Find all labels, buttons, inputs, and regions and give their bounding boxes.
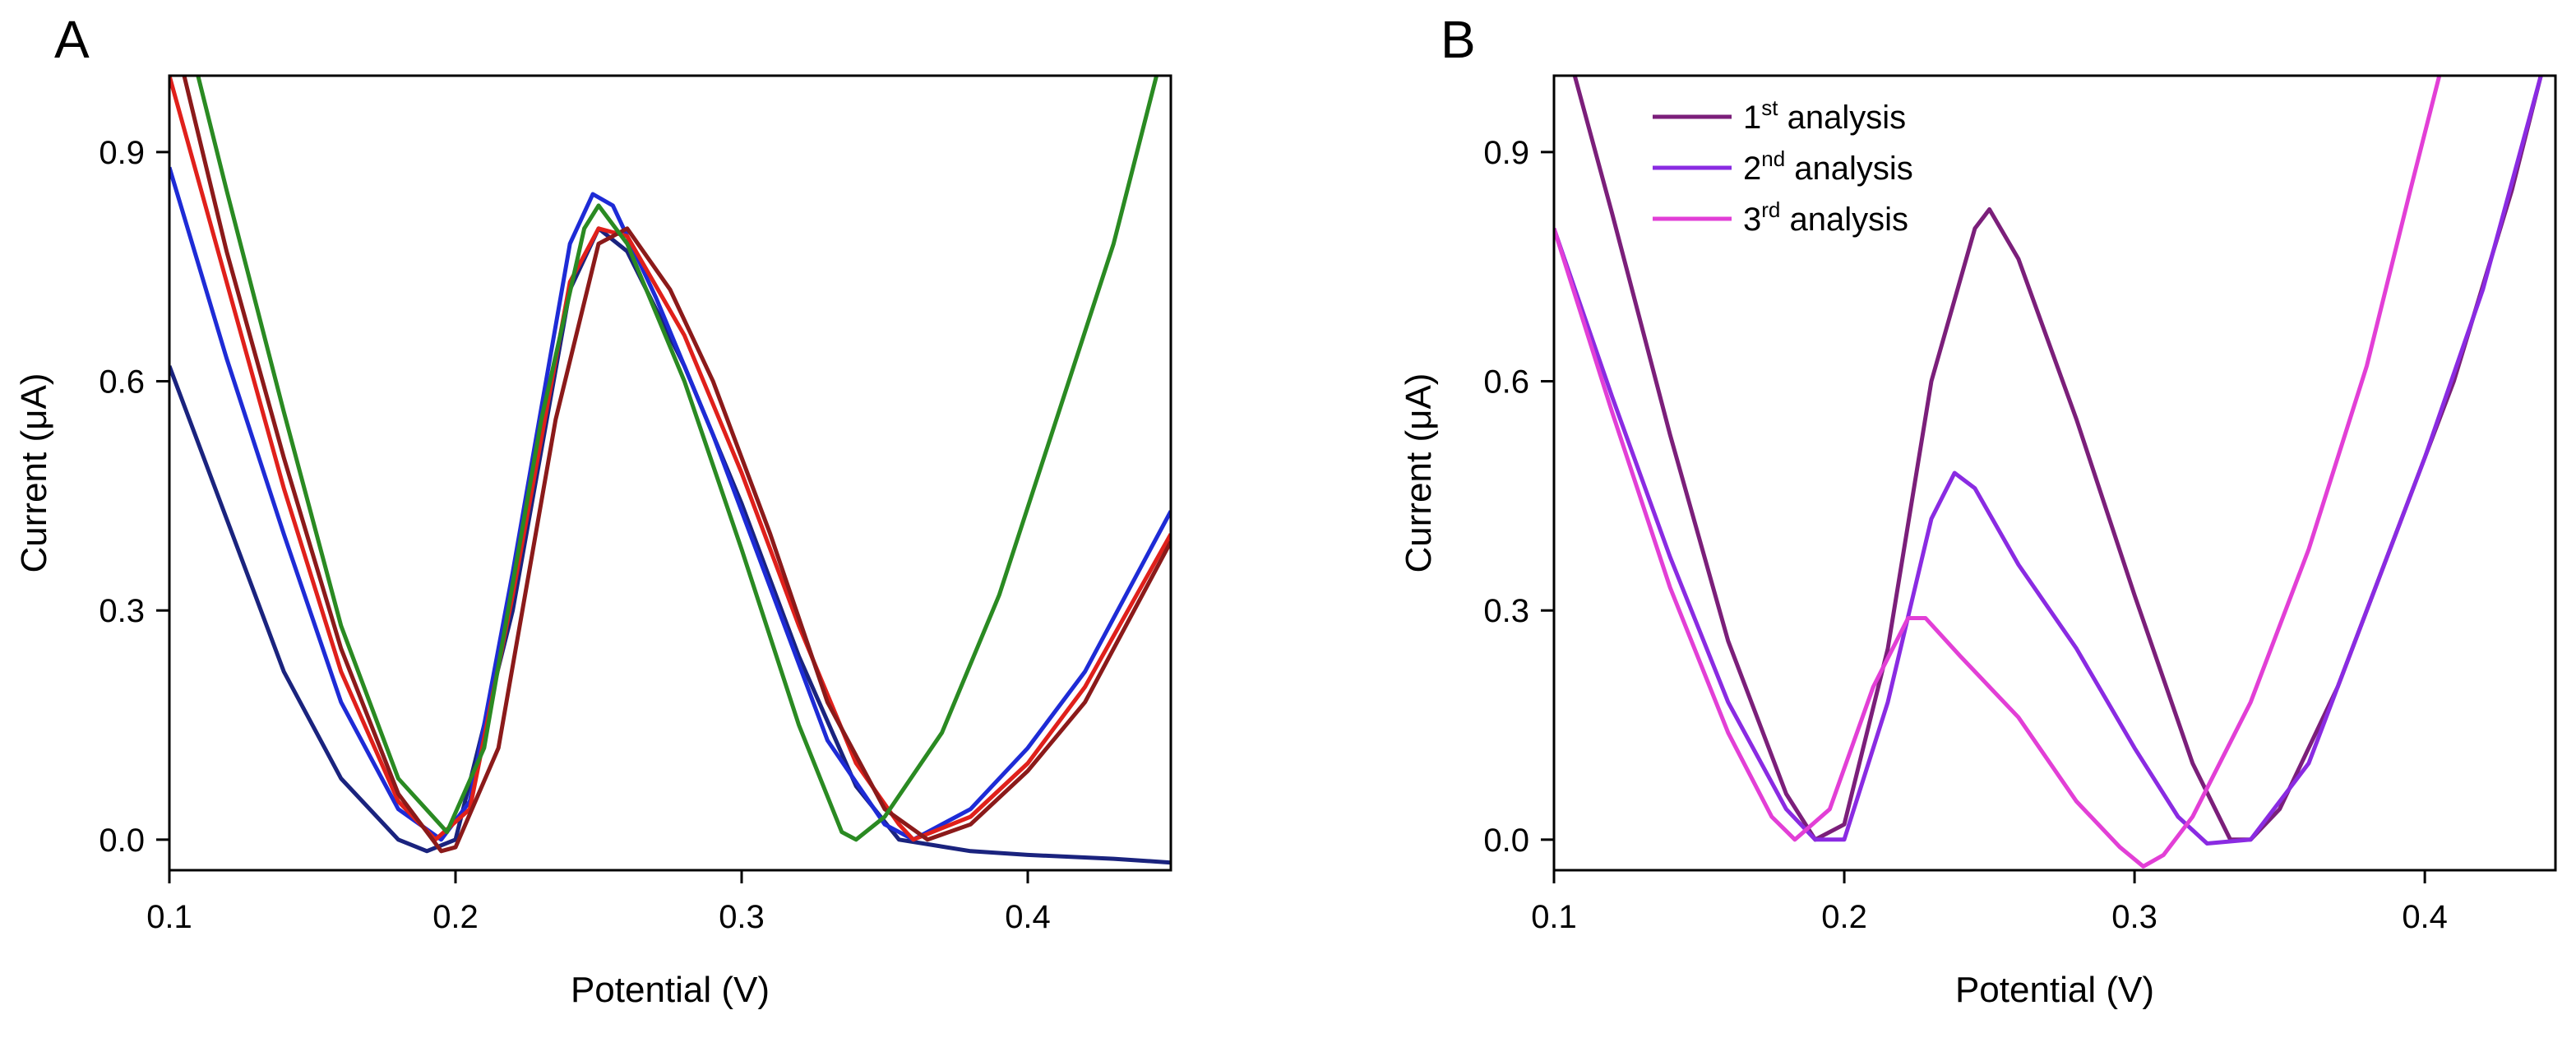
- x-tick-label: 0.4: [1005, 899, 1051, 935]
- series-line-a-1: [169, 226, 1171, 865]
- y-tick-label: 0.3: [99, 593, 145, 629]
- series-line-a-5: [196, 76, 1159, 842]
- x-tick-label: 0.3: [719, 899, 765, 935]
- y-tick-label: 0.0: [1483, 823, 1529, 859]
- series-line-b-3: [1554, 76, 2442, 869]
- legend-label-2: 2nd analysis: [1743, 146, 1913, 187]
- y-tick-label: 0.0: [99, 823, 145, 859]
- series-line-b-2: [1554, 76, 2543, 846]
- plot-frame-b: [1552, 74, 2557, 872]
- plot-frame-a: [168, 74, 1172, 872]
- series-line-b-1: [1572, 76, 2543, 842]
- y-tick-label: 0.6: [99, 364, 145, 401]
- series-line-a-3: [169, 76, 1171, 842]
- y-tick-label: 0.6: [1483, 364, 1529, 401]
- legend: 1st analysis 2nd analysis 3rd analysis: [1653, 95, 1913, 238]
- panel-b: B 0.1 0.2 0.3 0.4 0.0 0.3 0.6 0.9 Potential (V)…: [1399, 10, 2557, 1010]
- x-axis-title-b: Potential (V): [1955, 970, 2154, 1010]
- y-axis-title-b: Current (μA): [1399, 373, 1439, 573]
- panel-letter-a: A: [54, 10, 90, 69]
- y-tick-label: 0.9: [1483, 135, 1529, 171]
- x-tick-label: 0.1: [146, 899, 192, 935]
- legend-label-1: 1st analysis: [1743, 95, 1906, 136]
- x-tick-label: 0.1: [1531, 899, 1577, 935]
- series-line-a-4: [182, 76, 1171, 854]
- x-tick-label: 0.3: [2111, 899, 2157, 935]
- panel-letter-b: B: [1441, 10, 1476, 69]
- x-tick-label: 0.4: [2402, 899, 2448, 935]
- x-tick-label: 0.2: [432, 899, 479, 935]
- x-tick-label: 0.2: [1821, 899, 1867, 935]
- y-tick-label: 0.3: [1483, 593, 1529, 629]
- panel-a: A 0.1 0.2 0.3 0.4 0.0 0.3 0.6 0.9 Potential (V)…: [14, 10, 1172, 1010]
- series-line-a-2: [169, 166, 1171, 842]
- y-axis-title-a: Current (μA): [14, 373, 54, 573]
- y-tick-label: 0.9: [99, 135, 145, 171]
- legend-label-3: 3rd analysis: [1743, 197, 1908, 238]
- x-axis-title-a: Potential (V): [571, 970, 770, 1010]
